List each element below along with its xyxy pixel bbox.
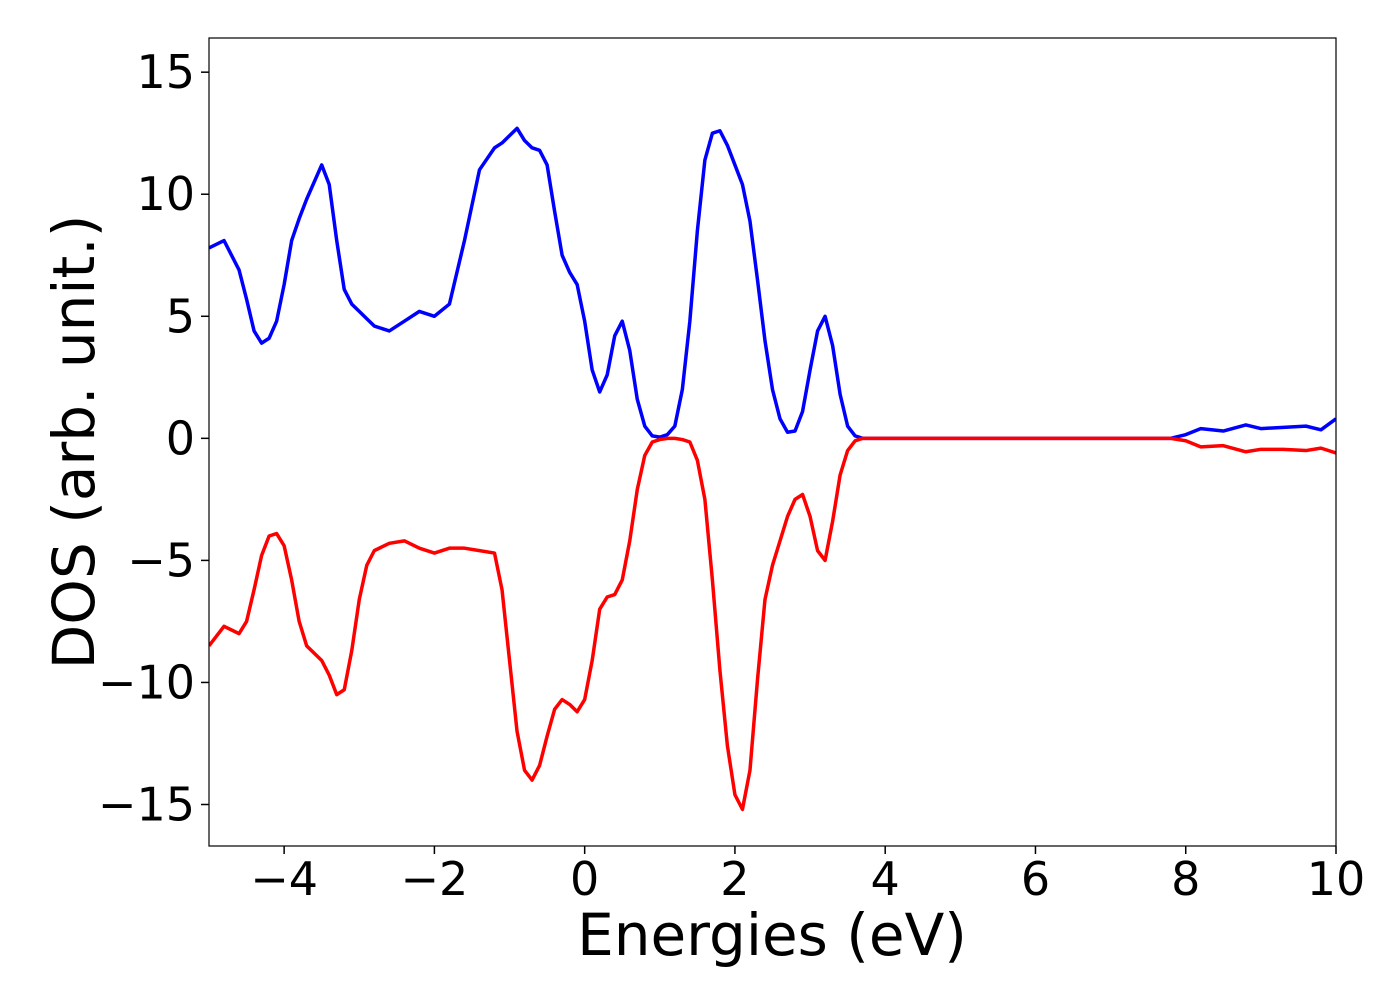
x-tick-label: 4 [871,852,900,906]
y-tick-label: 15 [136,45,195,99]
x-tick-label: 0 [570,852,599,906]
x-tick-label: −4 [250,852,318,906]
y-tick-label: 5 [166,289,195,343]
y-tick-label: −15 [98,778,195,832]
y-tick-label: 0 [166,411,195,465]
x-tick-label: −2 [400,852,468,906]
x-tick-label: 6 [1021,852,1050,906]
y-tick-label: 10 [136,167,195,221]
x-axis-label: Energies (eV) [577,901,967,969]
y-axis-label: DOS (arb. unit.) [40,215,108,670]
plot-frame [208,37,1337,847]
y-tick-label: −5 [127,533,195,587]
x-tick-label: 8 [1171,852,1200,906]
x-tick-label: 2 [720,852,749,906]
series-line [209,126,1336,441]
y-tick-label: −10 [98,655,195,709]
series-line [209,436,1336,812]
x-tick-label: 10 [1307,852,1366,906]
